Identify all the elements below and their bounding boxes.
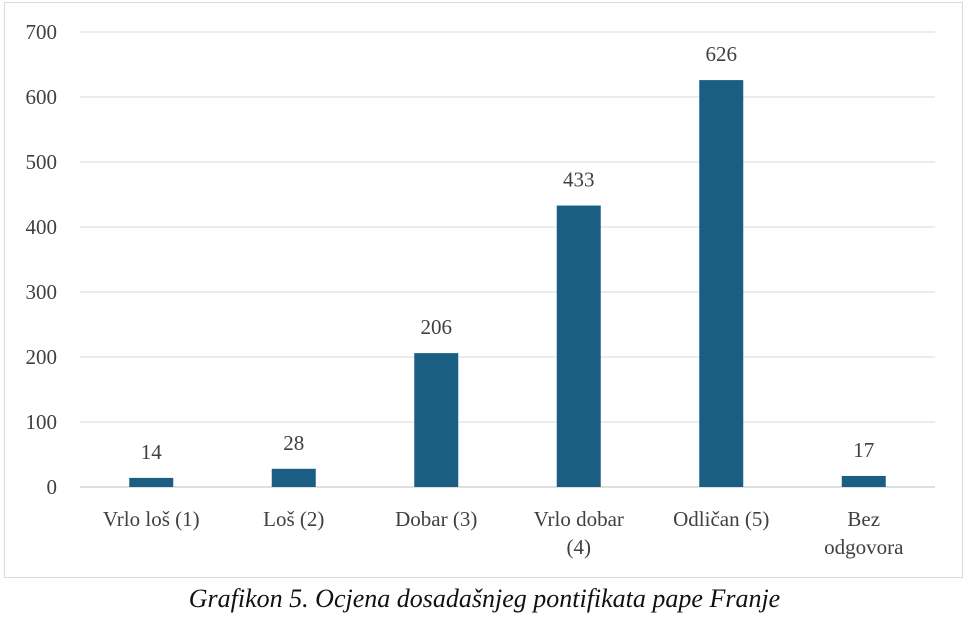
data-label: 206 [421,315,453,339]
bar [414,353,459,487]
data-label: 28 [283,431,304,455]
x-tick-label-line: Bez [847,507,880,531]
data-label: 626 [706,42,738,66]
bar [129,477,174,487]
x-tick-label: Bez odgovora [824,507,904,559]
x-tick-label-line: Dobar (3) [395,507,477,531]
x-tick-label-line: Vrlo dobar [534,507,624,531]
x-tick-label: Odličan (5) [673,507,769,531]
x-tick-label-line: Vrlo loš (1) [103,507,200,531]
bar [271,468,316,487]
chart-caption: Grafikon 5. Ocjena dosadašnjeg pontifika… [188,584,781,613]
y-tick-label: 300 [26,280,58,304]
y-tick-label: 500 [26,150,58,174]
y-tick-label: 600 [26,85,58,109]
x-tick-label: Vrlo loš (1) [103,507,200,531]
x-tick-label-line: (4) [567,535,592,559]
x-tick-label: Loš (2) [263,507,324,531]
y-tick-label: 100 [26,410,58,434]
bar [841,475,886,487]
y-tick-label: 700 [26,20,58,44]
data-label: 433 [563,168,595,192]
y-tick-label: 200 [26,345,58,369]
x-tick-label: Dobar (3) [395,507,477,531]
x-tick-label: Vrlo dobar (4) [534,507,624,559]
y-tick-label: 400 [26,215,58,239]
x-tick-label-line: Odličan (5) [673,507,769,531]
x-tick-label-line: odgovora [824,535,904,559]
x-tick-label-line: Loš (2) [263,507,324,531]
y-tick-label: 0 [47,475,58,499]
data-label: 14 [141,440,163,464]
bar [699,80,744,487]
data-label: 17 [853,438,874,462]
bar-chart: 0 100 200 300 400 500 600 700 14 Vrlo loš (1) 28 Lo… [26,20,935,559]
bar [556,205,601,488]
